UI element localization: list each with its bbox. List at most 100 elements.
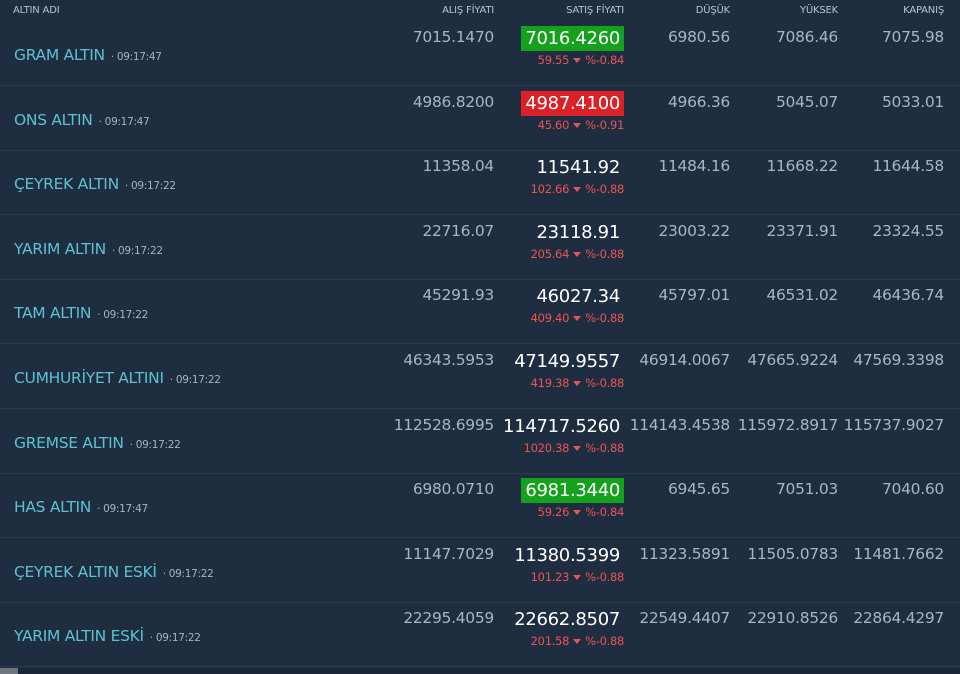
low-price: 45797.01 <box>658 286 730 305</box>
high-price: 5045.07 <box>776 92 838 111</box>
update-time: · 09:17:22 <box>169 374 221 386</box>
scrollbar-thumb[interactable] <box>0 668 18 674</box>
low-price: 22549.4407 <box>639 609 730 628</box>
buy-price: 6980.0710 <box>412 480 494 499</box>
sell-price: 4987.4100 <box>521 90 624 116</box>
gold-name-link[interactable]: YARIM ALTIN · 09:17:22 <box>14 240 163 258</box>
update-time: · 09:17:47 <box>97 503 148 516</box>
change-info: 201.58 %-0.88 <box>530 634 625 649</box>
col-name-header[interactable]: ALTIN ADI <box>13 5 60 16</box>
sell-price: 11541.92 <box>536 157 621 179</box>
sell-price: 11380.5399 <box>514 544 620 566</box>
change-percent: %-0.84 <box>585 53 624 67</box>
table-row[interactable]: TAM ALTIN · 09:17:22 45291.93 46027.34 409.4… <box>0 280 960 345</box>
gold-name-link[interactable]: ÇEYREK ALTIN ESKİ · 09:17:22 <box>14 563 214 581</box>
table-row[interactable]: HAS ALTIN · 09:17:47 6980.0710 6981.3440 59.… <box>0 474 960 539</box>
buy-price: 7015.1470 <box>412 28 494 46</box>
table-row[interactable]: ONS ALTIN · 09:17:47 4986.8200 4987.4100 45.… <box>0 87 960 151</box>
change-info: 59.55 %-0.84 <box>537 53 625 67</box>
change-percent: %-0.88 <box>585 376 624 390</box>
sell-price: 7016.4260 <box>521 26 624 51</box>
low-price: 114143.4538 <box>629 415 731 434</box>
change-value: 1020.38 <box>523 440 570 455</box>
gold-name-link[interactable]: ÇEYREK ALTIN · 09:17:22 <box>14 175 176 193</box>
gold-name: ONS ALTIN <box>14 110 93 129</box>
change-value: 59.55 <box>537 53 570 67</box>
change-info: 102.66 %-0.88 <box>530 182 625 197</box>
caret-down-icon <box>573 251 582 257</box>
high-price: 11505.0783 <box>747 544 838 563</box>
caret-down-icon <box>573 574 582 580</box>
table-row[interactable]: YARIM ALTIN · 09:17:22 22716.07 23118.91 205… <box>0 216 960 280</box>
low-price: 46914.0067 <box>639 351 730 369</box>
high-price: 47665.9224 <box>747 351 838 369</box>
gold-name-link[interactable]: GREMSE ALTIN · 09:17:22 <box>14 434 181 452</box>
col-buy-header[interactable]: ALIŞ FİYATI <box>442 5 494 16</box>
gold-name-link[interactable]: TAM ALTIN · 09:17:22 <box>14 304 148 322</box>
change-percent: %-0.88 <box>585 246 624 261</box>
low-price: 6945.65 <box>668 480 730 499</box>
gold-name: GRAM ALTIN <box>14 46 105 64</box>
update-time: · 09:17:22 <box>149 632 201 645</box>
table-row[interactable]: GRAM ALTIN · 09:17:47 7015.1470 7016.4260 59… <box>0 22 960 86</box>
change-value: 419.38 <box>530 376 570 390</box>
gold-name-link[interactable]: GRAM ALTIN · 09:17:47 <box>14 46 162 64</box>
sell-price: 6981.3440 <box>521 478 624 504</box>
buy-price: 46343.5953 <box>403 351 494 369</box>
update-time: · 09:17:22 <box>124 180 176 193</box>
gold-name: ÇEYREK ALTIN ESKİ <box>14 562 157 581</box>
gold-name: TAM ALTIN <box>14 304 92 323</box>
update-time: · 09:17:22 <box>162 567 214 580</box>
change-value: 201.58 <box>530 634 570 649</box>
sell-price: 46027.34 <box>536 286 621 308</box>
caret-down-icon <box>573 510 582 516</box>
table-row[interactable]: GREMSE ALTIN · 09:17:22 112528.6995 114717.… <box>0 410 960 474</box>
buy-price: 22716.07 <box>422 221 494 240</box>
update-time: · 09:17:47 <box>110 51 162 63</box>
col-low-header[interactable]: DÜŞÜK <box>695 5 730 16</box>
gold-name: YARIM ALTIN <box>14 239 106 258</box>
close-price: 11481.7662 <box>853 544 944 563</box>
high-price: 7086.46 <box>776 28 838 46</box>
gold-name: HAS ALTIN <box>14 498 92 517</box>
table-row[interactable]: ÇEYREK ALTIN ESKİ · 09:17:22 11147.7029 113… <box>0 539 960 603</box>
gold-name-link[interactable]: HAS ALTIN · 09:17:47 <box>14 498 148 516</box>
update-time: · 09:17:22 <box>97 309 149 322</box>
high-price: 115972.8917 <box>737 415 839 434</box>
col-high-header[interactable]: YÜKSEK <box>799 5 838 16</box>
caret-down-icon <box>573 445 582 451</box>
gold-name: YARIM ALTIN ESKİ <box>14 627 144 646</box>
table-row[interactable]: ÇEYREK ALTIN · 09:17:22 11358.04 11541.92 10… <box>0 151 960 216</box>
close-price: 7040.60 <box>882 480 944 499</box>
change-percent: %-0.88 <box>585 182 624 197</box>
update-time: · 09:17:22 <box>111 244 163 257</box>
gold-name-link[interactable]: CUMHURİYET ALTINI · 09:17:22 <box>14 369 221 387</box>
high-price: 7051.03 <box>776 480 838 499</box>
change-value: 409.40 <box>530 311 570 326</box>
change-percent: %-0.88 <box>585 569 624 584</box>
high-price: 23371.91 <box>766 221 838 240</box>
caret-down-icon <box>573 639 582 645</box>
change-value: 59.26 <box>537 505 570 520</box>
table-row[interactable]: YARIM ALTIN ESKİ · 09:17:22 22295.4059 2266… <box>0 603 960 668</box>
horizontal-scrollbar[interactable] <box>0 668 960 674</box>
change-percent: %-0.88 <box>585 311 624 326</box>
buy-price: 22295.4059 <box>403 609 494 628</box>
high-price: 11668.22 <box>766 157 838 176</box>
gold-name: GREMSE ALTIN <box>14 433 124 452</box>
col-sell-header[interactable]: SATIŞ FİYATI <box>566 5 624 16</box>
gold-name-link[interactable]: ONS ALTIN · 09:17:47 <box>14 110 150 129</box>
caret-down-icon <box>573 58 582 63</box>
gold-name-link[interactable]: YARIM ALTIN ESKİ · 09:17:22 <box>14 627 201 645</box>
low-price: 4966.36 <box>668 92 730 111</box>
close-price: 5033.01 <box>882 92 944 111</box>
change-value: 205.64 <box>530 246 570 261</box>
change-info: 59.26 %-0.84 <box>537 505 625 520</box>
change-value: 102.66 <box>530 182 570 197</box>
caret-down-icon <box>573 122 582 128</box>
table-row[interactable]: CUMHURİYET ALTINI · 09:17:22 46343.5953 471… <box>0 345 960 409</box>
close-price: 46436.74 <box>872 286 944 305</box>
change-info: 419.38 %-0.88 <box>530 376 625 390</box>
col-close-header[interactable]: KAPANIŞ <box>903 5 944 16</box>
gold-name: CUMHURİYET ALTINI <box>14 369 164 387</box>
